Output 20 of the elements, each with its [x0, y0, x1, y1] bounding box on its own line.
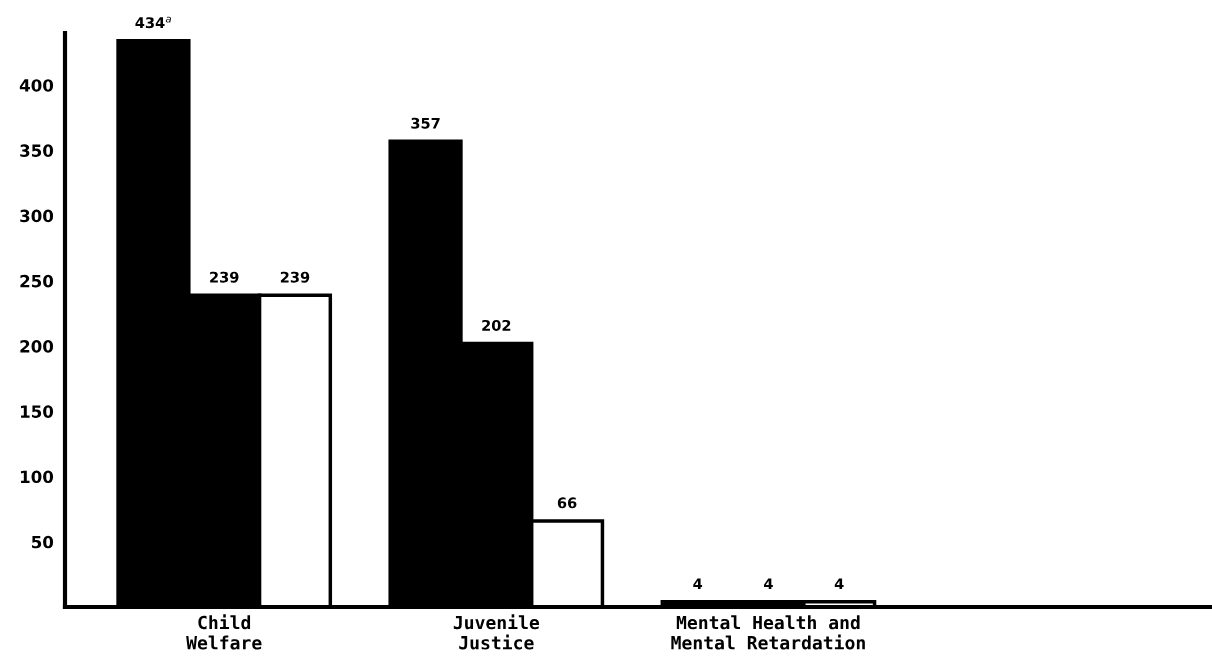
data-label: 4 — [764, 578, 773, 590]
y-tick-label: 400 — [19, 79, 54, 92]
x-tick-label: Child Welfare — [186, 614, 262, 650]
y-tick-label: 250 — [20, 274, 54, 288]
data-label: 4 — [693, 578, 703, 590]
y-tick-label: 300 — [20, 209, 54, 223]
x-tick-label: Juvenile Justice — [453, 614, 540, 650]
y-tick-label: 50 — [31, 535, 54, 549]
data-label: 202 — [482, 319, 511, 331]
data-label: 239 — [210, 271, 239, 283]
data-label: 239 — [280, 271, 310, 283]
data-label: 357 — [411, 117, 440, 129]
data-label: 434$^{a}$ — [135, 16, 171, 29]
y-tick-label: 100 — [20, 470, 54, 484]
x-tick-label: Mental Health and Mental Retardation — [671, 615, 865, 650]
data-label: 66 — [557, 497, 577, 509]
y-tick-label: 150 — [20, 405, 54, 418]
y-tick-label: 350 — [20, 144, 54, 157]
data-label: 4 — [834, 578, 844, 590]
y-tick-label: 200 — [20, 340, 54, 353]
